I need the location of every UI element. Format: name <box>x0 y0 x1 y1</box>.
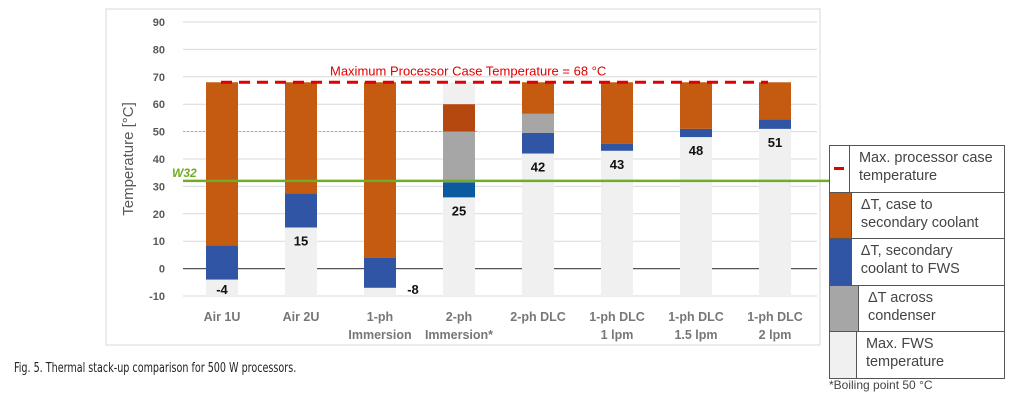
y-tick-label: -10 <box>149 291 165 303</box>
y-tick-label: 0 <box>159 264 165 276</box>
x-tick-label: 1-ph DLC <box>589 310 645 324</box>
bar-segment <box>206 245 238 280</box>
legend-label: ΔT, case to secondary coolant <box>860 196 979 231</box>
legend-entry: ΔT, case to secondary coolant <box>830 192 1004 239</box>
y-tick-label: 30 <box>153 181 165 193</box>
data-label: -4 <box>216 282 228 297</box>
x-tick-label: 1 lpm <box>601 328 634 342</box>
y-tick-label: 60 <box>153 99 165 111</box>
x-tick-label: Air 1U <box>204 310 241 324</box>
legend-label: ΔT, secondary coolant to FWS <box>860 243 960 277</box>
bar-segment <box>364 257 396 288</box>
x-tick-label: 1-ph <box>367 310 393 324</box>
x-tick-label: 1-ph DLC <box>747 310 803 324</box>
bar-segment <box>285 193 317 228</box>
bar-segment <box>522 113 554 133</box>
x-tick-label: Air 2U <box>283 310 320 324</box>
bar-segment <box>364 82 396 258</box>
data-label: -8 <box>407 282 419 297</box>
w32-label: W32 <box>172 166 197 180</box>
bar-segment <box>443 131 475 183</box>
legend-label: Max. FWS temperature <box>865 336 945 370</box>
legend-entry: Max. processor case temperature <box>830 146 1004 193</box>
bar-segment <box>601 143 633 151</box>
bar-segment <box>522 132 554 154</box>
data-label: 42 <box>531 160 545 175</box>
y-tick-label: 10 <box>153 236 165 248</box>
y-axis-label: Temperature [°C] <box>120 102 137 216</box>
legend-swatch <box>830 332 857 378</box>
bar-segment <box>759 82 791 120</box>
data-label: 43 <box>610 157 624 172</box>
legend-swatch <box>830 285 859 331</box>
bar-segment <box>759 119 791 129</box>
footnote: *Boiling point 50 °C <box>829 378 933 392</box>
legend-swatch <box>830 192 852 238</box>
legend-entry: Max. FWS temperature <box>830 332 1004 378</box>
legend-swatch <box>830 146 850 192</box>
bar-segment <box>680 82 712 129</box>
figure-caption: Fig. 5. Thermal stack-up comparison for … <box>14 361 297 376</box>
x-tick-label: 1-ph DLC <box>668 310 724 324</box>
bar-segment <box>601 82 633 144</box>
y-tick-label: 20 <box>153 209 165 221</box>
legend-entry: ΔT across condenser <box>830 285 1004 332</box>
y-tick-label: 90 <box>153 17 165 29</box>
bar-segment <box>443 182 475 198</box>
data-label: 25 <box>452 203 466 218</box>
y-tick-label: 40 <box>153 154 165 166</box>
y-tick-label: 80 <box>153 44 165 56</box>
plot-frame <box>105 8 821 346</box>
legend: Max. processor case temperature ΔT, case … <box>829 145 1005 379</box>
data-label: 48 <box>689 143 703 158</box>
x-tick-label: Immersion <box>348 328 411 342</box>
x-tick-label: 2-ph DLC <box>510 310 566 324</box>
bar-segment <box>285 82 317 194</box>
x-tick-label: 2-ph <box>446 310 472 324</box>
x-tick-label: 1.5 lpm <box>674 328 717 342</box>
bar-segment <box>522 82 554 114</box>
bar-segment <box>443 104 475 132</box>
bar-segment <box>206 82 238 246</box>
y-tick-label: 70 <box>153 72 165 84</box>
legend-label: ΔT across condenser <box>867 289 936 324</box>
data-label: 15 <box>294 234 308 249</box>
bar-segment <box>680 128 712 138</box>
legend-swatch <box>830 239 852 285</box>
x-tick-label: 2 lpm <box>759 328 792 342</box>
y-tick-label: 50 <box>153 127 165 139</box>
legend-label: Max. processor case temperature <box>858 150 993 184</box>
legend-entry: ΔT, secondary coolant to FWS <box>830 239 1004 286</box>
data-label: 51 <box>768 135 782 150</box>
max-case-temp-label: Maximum Processor Case Temperature = 68 … <box>330 63 606 78</box>
x-tick-label: Immersion* <box>425 328 493 342</box>
dash-icon <box>834 167 845 171</box>
